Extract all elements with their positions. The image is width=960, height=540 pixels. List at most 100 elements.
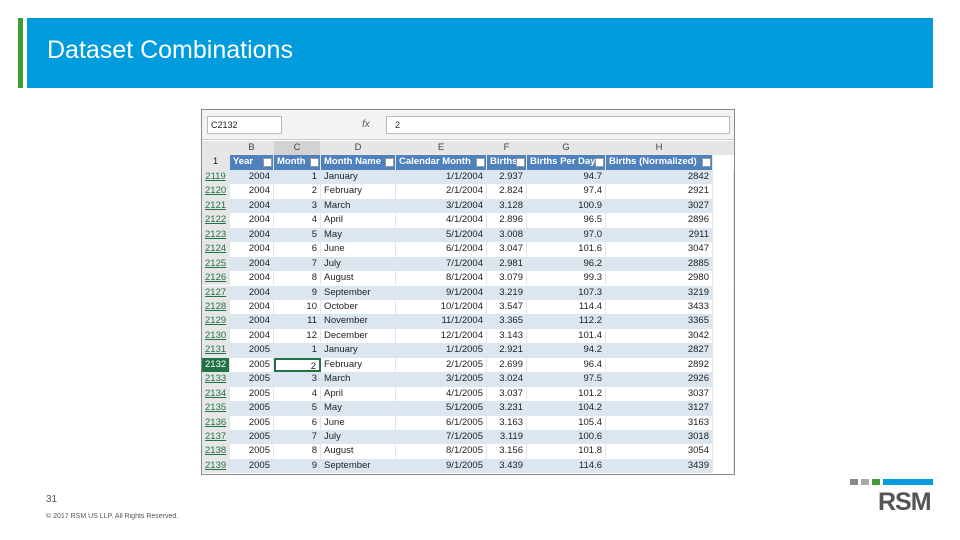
column-letter: G [527,141,606,156]
row-number: 2130 [202,328,230,344]
cell: 12/1/2004 [396,328,487,344]
cell: 6 [274,242,321,257]
row-number: 2123 [202,227,230,243]
cell: 2885 [606,256,713,272]
formula-input[interactable]: 2 [386,116,730,134]
cell: 2004 [230,198,274,214]
row-number: 2132 [202,357,230,373]
cell: 12 [274,328,321,344]
cell: 2005 [230,401,274,416]
cell: April [321,213,396,228]
cell: December [321,328,396,344]
cell: 8 [274,444,321,459]
column-header: Calendar Month [396,155,487,170]
cell: January [321,343,396,358]
cell [713,444,734,459]
cell: 107.3 [527,285,606,300]
cell: 2004 [230,328,274,344]
filter-button[interactable] [476,158,485,168]
filter-button[interactable] [385,158,394,168]
cell: 5 [274,227,321,243]
cell: 3433 [606,299,713,315]
logo-square [861,479,869,485]
cell: 6 [274,415,321,430]
row-number: 2137 [202,430,230,445]
copyright: © 2017 RSM US LLP. All Rights Reserved. [46,513,179,520]
logo: RSM [878,488,931,516]
cell: 101.2 [527,386,606,402]
cell [713,386,734,402]
cell: 2842 [606,169,713,185]
cell: 101.6 [527,242,606,257]
cell[interactable]: 2 [274,357,321,373]
name-box[interactable]: C2132 [207,116,282,134]
accent-bar [18,18,23,88]
cell: 8 [274,271,321,286]
cell [713,285,734,300]
cell: 10/1/2004 [396,299,487,315]
cell: 5/1/2005 [396,401,487,416]
filter-button[interactable] [702,158,711,168]
cell [713,213,734,228]
cell: 2/1/2005 [396,357,487,373]
cell: 101.4 [527,328,606,344]
cell: September [321,285,396,300]
cell: 7 [274,430,321,445]
cell: March [321,372,396,387]
cell: August [321,271,396,286]
cell: 3439 [606,458,713,474]
slide-title: Dataset Combinations [47,36,293,64]
cell: 2005 [230,357,274,373]
row-number: 2125 [202,256,230,272]
row-number: 2139 [202,458,230,474]
title-bar [27,18,933,88]
cell: February [321,184,396,199]
cell: 2004 [230,256,274,272]
row-number: 2120 [202,184,230,199]
cell: 3 [274,372,321,387]
cell: 3.024 [487,372,527,387]
cell: 2005 [230,458,274,474]
cell: 2.824 [487,184,527,199]
cell: 2004 [230,271,274,286]
cell: 3.119 [487,430,527,445]
cell: 2911 [606,227,713,243]
cell: 3027 [606,198,713,214]
cell [713,314,734,329]
cell: 3018 [606,430,713,445]
cell: 2827 [606,343,713,358]
cell: 7 [274,256,321,272]
row-number: 2127 [202,285,230,300]
column-letter: C [274,141,321,156]
cell: 3.143 [487,328,527,344]
filter-button[interactable] [263,158,272,168]
cell: 3.008 [487,227,527,243]
cell: 2.896 [487,213,527,228]
cell: 2980 [606,271,713,286]
row-number: 1 [202,155,230,170]
logo-square [872,479,880,485]
cell: 2004 [230,285,274,300]
cell: 2004 [230,227,274,243]
row-number: 2124 [202,242,230,257]
cell: April [321,386,396,402]
cell: September [321,458,396,474]
cell [713,357,734,373]
cell: 10 [274,299,321,315]
cell: July [321,256,396,272]
cell: June [321,415,396,430]
cell: March [321,198,396,214]
filter-button[interactable] [516,158,525,168]
cell: 3.047 [487,242,527,257]
cell: 2896 [606,213,713,228]
cell [713,271,734,286]
filter-button[interactable] [595,158,604,168]
cell: 6/1/2005 [396,415,487,430]
corner [202,141,230,156]
column-header: Month Name [321,155,396,170]
row-number: 2119 [202,169,230,185]
logo-bar [883,479,933,485]
filter-button[interactable] [310,158,319,168]
spreadsheet: C2132 fx 2 B C D E F G H 1 Year Month Month Name Ca… [201,109,735,475]
row-number: 2122 [202,213,230,228]
